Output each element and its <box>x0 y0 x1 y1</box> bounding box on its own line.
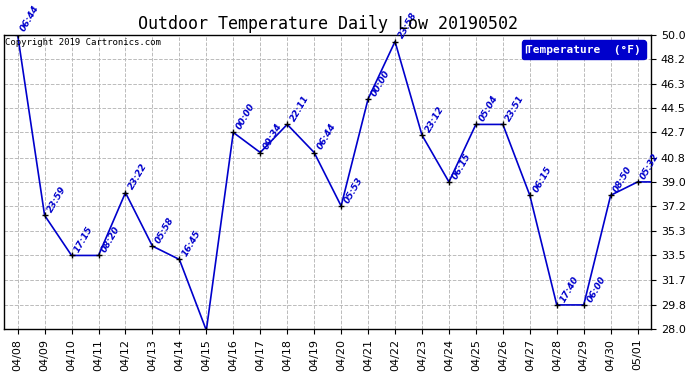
Legend: Temperature  (°F): Temperature (°F) <box>522 40 646 59</box>
Text: 23:58: 23:58 <box>397 11 419 40</box>
Text: 22:11: 22:11 <box>288 94 311 123</box>
Text: 00:00: 00:00 <box>369 68 391 98</box>
Text: 16:45: 16:45 <box>181 229 203 258</box>
Text: Copyright 2019 Cartronics.com: Copyright 2019 Cartronics.com <box>6 38 161 47</box>
Text: 08:50: 08:50 <box>612 165 634 194</box>
Title: Outdoor Temperature Daily Low 20190502: Outdoor Temperature Daily Low 20190502 <box>137 15 518 33</box>
Text: 23:22: 23:22 <box>127 162 149 191</box>
Text: 06:44: 06:44 <box>315 122 337 151</box>
Text: 00:00: 00:00 <box>235 102 257 131</box>
Text: 08:20: 08:20 <box>100 225 122 254</box>
Text: 06:00: 06:00 <box>585 274 607 303</box>
Text: 05:32: 05:32 <box>639 151 661 180</box>
Text: 05:53: 05:53 <box>342 175 364 205</box>
Text: 06:15: 06:15 <box>531 165 553 194</box>
Text: 05:04: 05:04 <box>477 94 500 123</box>
Text: 23:52: 23:52 <box>0 374 1 375</box>
Text: 05:58: 05:58 <box>154 215 176 245</box>
Text: 23:12: 23:12 <box>424 105 446 134</box>
Text: 06:44: 06:44 <box>19 4 41 33</box>
Text: 17:15: 17:15 <box>73 225 95 254</box>
Text: 06:25: 06:25 <box>0 374 1 375</box>
Text: 23:51: 23:51 <box>504 94 526 123</box>
Text: 09:34: 09:34 <box>262 122 284 151</box>
Text: 23:59: 23:59 <box>46 184 68 214</box>
Text: 17:40: 17:40 <box>558 274 580 303</box>
Text: 06:15: 06:15 <box>451 151 473 180</box>
